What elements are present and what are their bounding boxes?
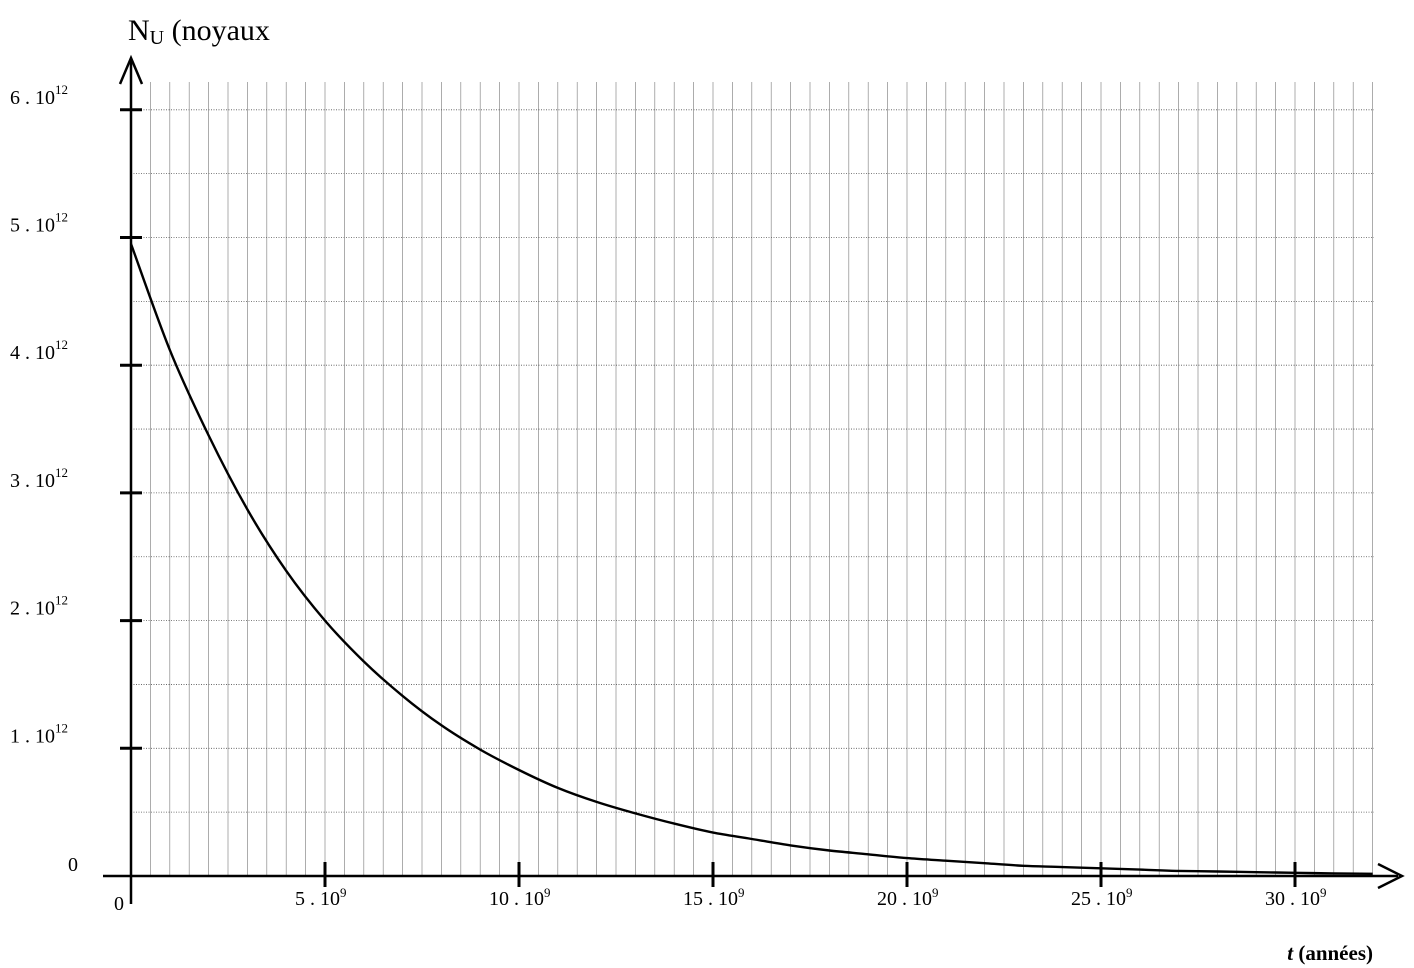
x-tick-label-exponent: 9 [544,885,551,900]
y-tick-label-mantissa: 5 . 10 [10,215,55,237]
y-tick-label: 4 . 1012 [10,337,68,364]
y-tick-label-exponent: 12 [55,720,68,735]
y-tick-label-mantissa: 3 . 10 [10,470,55,492]
grid [131,82,1374,876]
y-tick-label: 6 . 1012 [10,82,68,109]
y-tick-label-exponent: 12 [55,210,68,225]
y-axis-title: NU (noyaux [128,14,270,49]
x-tick-label: 5 . 109 [295,885,347,910]
x-origin-label: 0 [114,893,124,915]
x-axis-title: t (années) [1287,941,1373,965]
x-tick-label-mantissa: 30 . 10 [1265,888,1320,910]
y-axis-arrow [118,54,144,85]
curve [129,243,1373,875]
x-axis-title-rest: (années) [1293,941,1373,965]
y-tick-label-mantissa: 4 . 10 [10,342,55,364]
y-tick-label-mantissa: 2 . 10 [10,598,55,620]
y-tick-label: 2 . 1012 [10,593,68,620]
y-axis-title-sub: U [150,27,165,49]
y-origin-label: 0 [68,854,78,876]
x-tick-label-mantissa: 15 . 10 [683,888,738,910]
y-axis-title-main: N [128,14,150,47]
y-tick-label: 1 . 1012 [10,720,68,747]
y-axis-title-rest: (noyaux [164,14,270,47]
y-tick-label-exponent: 12 [55,82,68,97]
x-tick-label: 10 . 109 [489,885,551,910]
x-tick-label: 25 . 109 [1071,885,1133,910]
y-tick-label-exponent: 12 [55,465,68,480]
x-tick-label-exponent: 9 [738,885,745,900]
y-tick-label-mantissa: 6 . 10 [10,87,55,109]
y-tick-label-exponent: 12 [55,593,68,608]
x-tick-label-mantissa: 20 . 10 [877,888,932,910]
y-tick-label: 5 . 1012 [10,210,68,237]
x-tick-label-exponent: 9 [340,885,347,900]
axes [103,54,1405,904]
x-tick-label-exponent: 9 [932,885,939,900]
x-tick-label-exponent: 9 [1320,885,1327,900]
y-tick-label-mantissa: 1 . 10 [10,725,55,747]
x-tick-label: 20 . 109 [877,885,939,910]
x-axis-arrow [1377,862,1405,890]
y-tick-label: 3 . 1012 [10,465,68,492]
x-tick-label-mantissa: 25 . 10 [1071,888,1126,910]
decay-curve [129,243,1373,875]
y-tick-label-exponent: 12 [55,337,68,352]
x-tick-label: 15 . 109 [683,885,745,910]
x-axis-title-italic: t [1287,941,1294,965]
x-tick-label-exponent: 9 [1126,885,1133,900]
x-tick-label-mantissa: 10 . 10 [489,888,544,910]
x-tick-label: 30 . 109 [1265,885,1327,910]
labels: 5 . 109 10 . 109 15 . 109 20 . 109 25 . 109 3… [10,82,1327,915]
x-tick-label-mantissa: 5 . 10 [295,888,340,910]
